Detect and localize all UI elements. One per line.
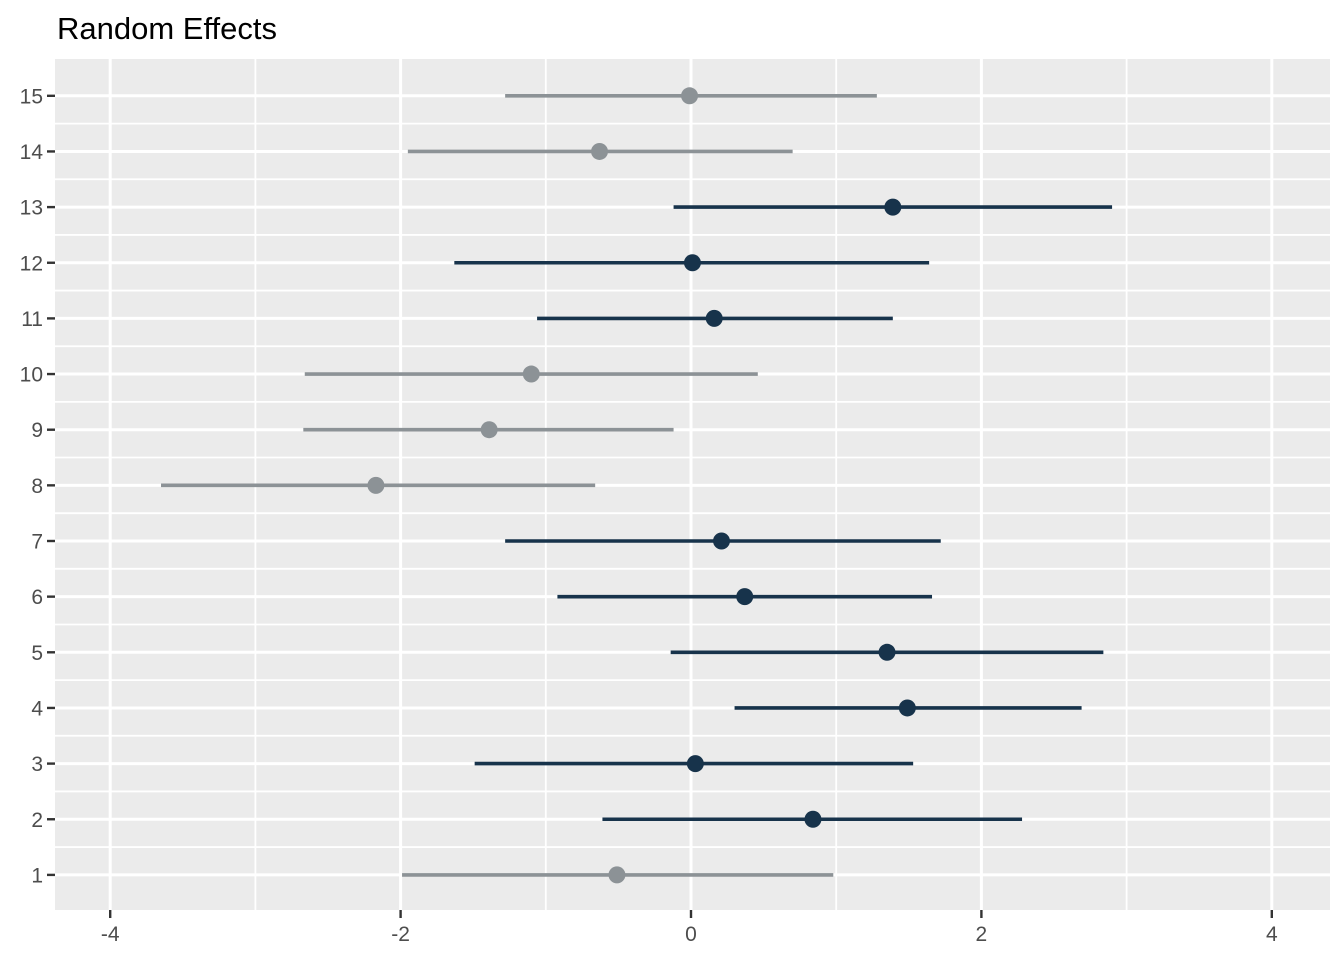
plot-title: Random Effects [57,11,277,46]
y-axis-tick-label: 12 [20,252,43,275]
y-axis-tick-label: 4 [31,697,43,720]
point-estimate-marker [804,810,822,828]
x-axis-tick-label: -2 [391,923,410,946]
point-estimate-marker [705,309,723,327]
y-axis-tick-label: 2 [31,809,43,832]
y-axis-tick-label: 10 [20,364,43,387]
y-axis-tick-label: 6 [31,586,43,609]
point-estimate-marker [522,365,540,383]
point-estimate-marker [367,476,385,494]
y-axis-tick-label: 14 [20,141,44,164]
y-axis-tick-label: 8 [31,475,43,498]
point-estimate-marker [884,198,902,216]
point-estimate-marker [736,588,754,606]
y-axis-tick-label: 7 [31,531,43,554]
y-axis-tick-label: 15 [20,85,43,108]
point-estimate-marker [712,532,730,550]
point-estimate-marker [686,755,704,773]
point-estimate-marker [608,866,626,884]
x-axis-tick-label: 4 [1266,923,1278,946]
y-axis-tick-label: 1 [31,864,43,887]
y-axis-tick-label: 13 [20,197,43,220]
x-axis-tick-label: 0 [685,923,697,946]
point-estimate-marker [681,87,699,105]
point-estimate-marker [898,699,916,717]
point-estimate-marker [878,643,896,661]
y-axis-tick-label: 11 [21,308,43,331]
point-estimate-marker [591,142,609,160]
y-axis-tick-label: 9 [31,419,43,442]
x-axis-tick-label: 2 [976,923,988,946]
y-axis-tick-label: 3 [31,753,43,776]
x-axis-tick-label: -4 [101,923,120,946]
point-estimate-marker [683,254,701,272]
y-axis-tick-label: 5 [31,642,43,665]
point-estimate-marker [480,421,498,439]
